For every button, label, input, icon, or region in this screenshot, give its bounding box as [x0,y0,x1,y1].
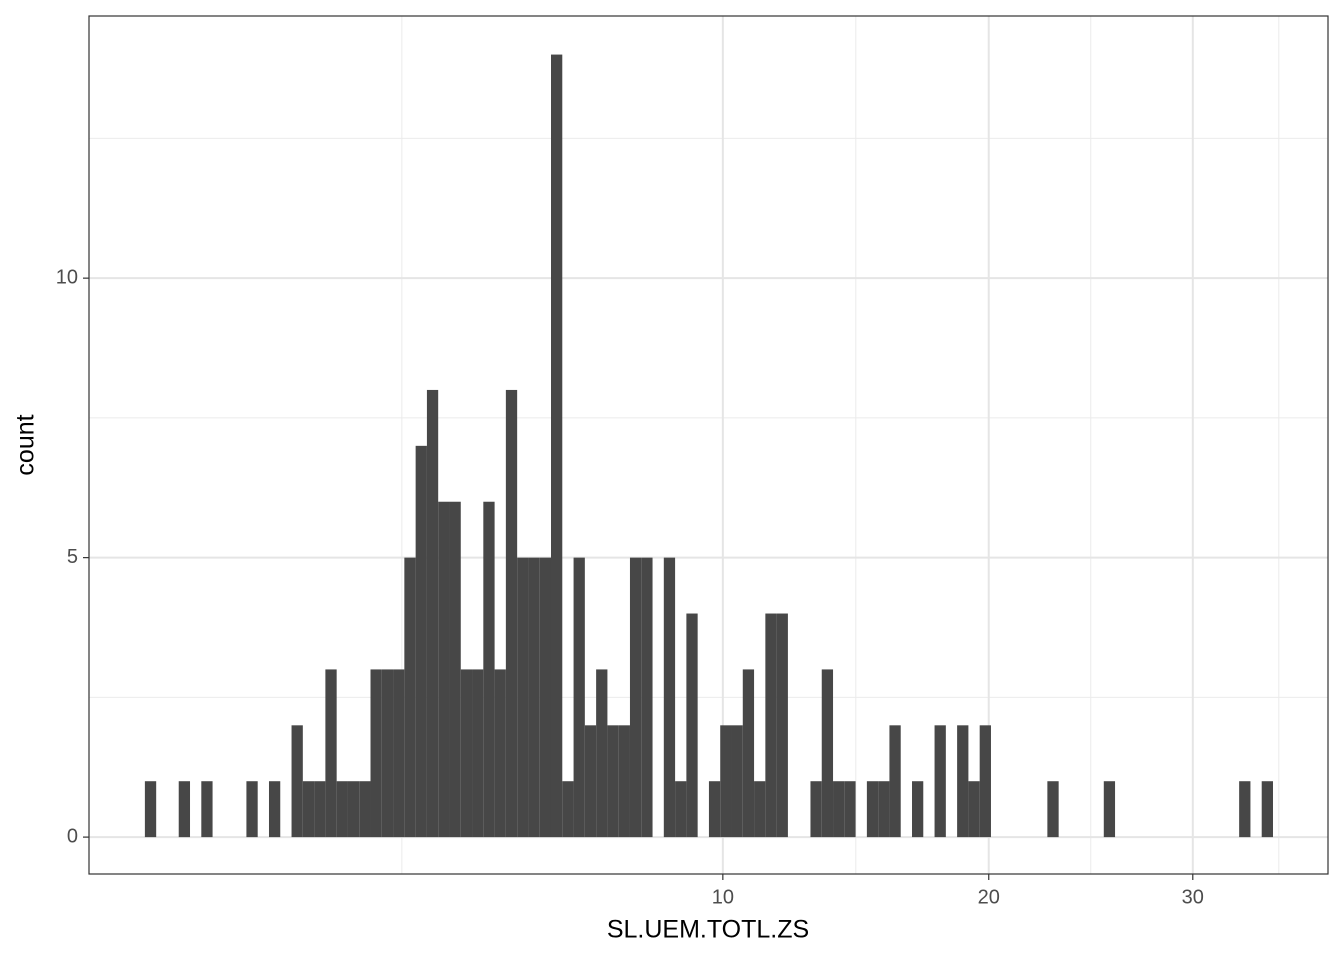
y-tick-label: 5 [67,546,78,568]
bar [866,781,879,838]
bar [1103,781,1116,838]
bar [754,781,766,838]
bar [505,389,518,838]
bar [381,669,394,838]
bar [449,501,461,838]
bar [934,725,946,838]
bar [618,725,630,838]
bar [776,613,788,838]
bar [686,613,698,838]
bar [347,781,360,838]
bar [742,669,755,838]
bar [968,781,980,838]
bar [370,669,382,838]
bar [889,725,901,838]
bar [336,781,348,838]
bar [731,725,743,838]
y-tick-label: 0 [67,825,78,847]
bars [144,54,1273,838]
bar [765,613,777,838]
bar [426,389,439,838]
bar [528,557,540,838]
bar [596,669,608,838]
bar [1239,781,1251,838]
bar [821,669,834,838]
bar [291,725,303,838]
bar [573,557,585,838]
bar [584,725,597,838]
bar [314,781,326,838]
bar [472,669,484,838]
x-axis-title: SL.UEM.TOTL.ZS [607,916,809,944]
bar [494,669,506,838]
bar [675,781,687,838]
bar [833,781,845,838]
bar [539,557,551,838]
bar [641,557,653,838]
bar [201,781,213,838]
bar [302,781,315,838]
bar [979,725,991,838]
bar [246,781,258,838]
bar [438,501,450,838]
bar [810,781,822,838]
bar [708,781,721,838]
x-tick-label: 20 [978,886,1000,908]
bar [1261,781,1273,838]
bar [1047,781,1059,838]
x-tick-label: 30 [1182,886,1204,908]
bar [393,669,405,838]
bar [562,781,574,838]
bar [517,557,529,838]
bar [178,781,191,838]
panel-border [88,15,1329,875]
bar [144,781,157,838]
bar [268,781,281,838]
bar [912,781,924,838]
bar [720,725,732,838]
bar [878,781,890,838]
bar [844,781,856,838]
bar [404,557,416,838]
bar [460,669,473,838]
bar [359,781,371,838]
bar [483,501,495,838]
bar [629,557,642,838]
bar [957,725,969,838]
x-tick-label: 10 [712,886,734,908]
bar [415,445,427,838]
bar [607,725,619,838]
bar [550,54,563,838]
y-tick-label: 10 [56,266,78,288]
bar [663,557,676,838]
y-axis-title: count [12,414,40,475]
bar [325,669,337,838]
